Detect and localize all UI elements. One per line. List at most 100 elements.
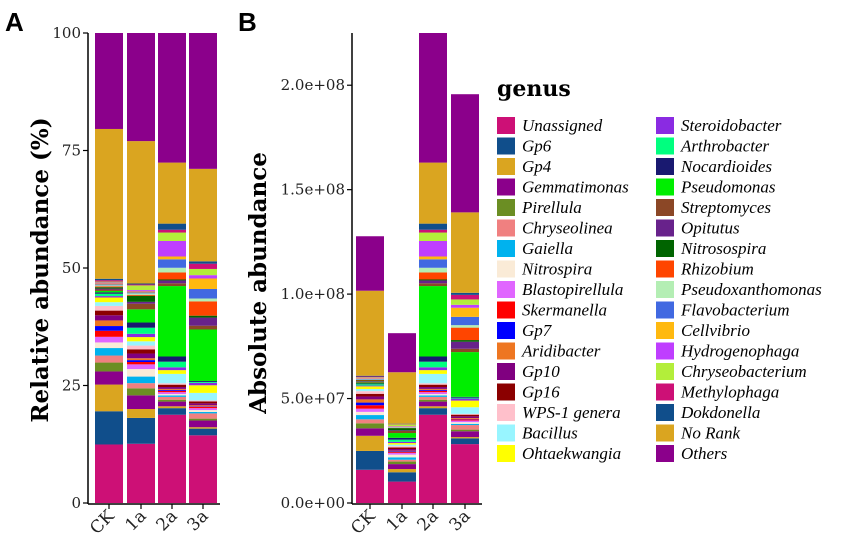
legend-swatch [656,301,674,319]
legend-label: Chryseobacterium [681,362,807,381]
legend-item-flavobacterium: Flavobacterium [656,301,790,320]
bar-segment-gp7-2a [419,389,447,391]
legend-swatch [497,404,515,421]
legend-swatch [656,445,674,462]
bar-segment-nocardioides-ck [95,292,123,294]
legend-item-gp6: Gp6 [497,137,552,156]
bar-segment-streptomyces-1a [127,303,155,310]
bar-segment-arthrobacter-3a [451,397,479,399]
bar-segment-gp4-1a [388,469,416,473]
bar-segment-rhizobium-2a [419,272,447,280]
bar-segment-methylophaga-2a [419,229,447,233]
legend-label: Methylophaga [680,383,779,402]
bar-segment-nocardioides-2a [158,356,186,362]
bar-segment-gemmatimonas-3a [189,420,217,428]
bar-segment-cellvibrio-3a [189,278,217,289]
bar-segment-gp4-ck [95,384,123,412]
bar-segment-gp16-2a [158,384,186,388]
bar-segment-gemmatimonas-2a [158,401,186,407]
bar-segment-skermanella-1a [388,452,416,453]
bar-segment-chryseobacterium-ck [356,377,384,378]
bar-segment-unassigned-3a [189,435,217,503]
bar-segment-skermanella-2a [419,390,447,393]
bar-segment-nitrospira-1a [127,369,155,377]
legend-swatch [497,445,515,462]
legend-item-unassigned: Unassigned [497,116,603,135]
legend-item-others: Others [656,444,728,463]
bar-segment-chryseolinea-1a [127,383,155,389]
legend-item-rhizobium: Rhizobium [656,260,754,279]
bar-segment-rhizobium-1a [127,294,155,296]
bar-segment-pseudoxanthomonas-ck [95,285,123,287]
bar-segment-gp10-ck [95,315,123,321]
bar-segment-nitrosospira-1a [127,295,155,302]
x-tick-label: 1a [122,506,151,535]
bar-segment-aridibacter-ck [95,320,123,327]
legend-label: WPS-1 genera [522,403,621,422]
bar-segment-pseudoxanthomonas-2a [158,267,186,273]
bar-segment-others-1a [388,333,416,373]
legend-swatch [656,404,674,421]
legend-label: Nitrospira [521,260,592,279]
bar-segment-nocardioides-1a [388,437,416,440]
bar-segment-gp6-2a [158,408,186,415]
bar-segment-rhizobium-2a [158,272,186,280]
bar-segment-gp4-1a [127,409,155,418]
bar-segment-pirellula-1a [127,388,155,396]
bar-segment-others-3a [189,33,217,169]
bar-segment-gp6-1a [127,417,155,444]
bar-segment-gp16-1a [388,447,416,449]
bar-segment-pseudomonas-ck [95,290,123,293]
y-tick-label: 25 [62,377,81,395]
bar-segment-nitrospira-1a [388,454,416,458]
bar-segment-pseudomonas-ck [356,382,384,384]
panel-label-a: A [5,7,24,37]
bar-segment-chryseobacterium-2a [419,232,447,242]
bar-segment-gp6-2a [419,408,447,415]
y-tick-label: 5.0e+07 [281,390,345,408]
bar-segment-wps-1-genera-1a [127,345,155,350]
legend-item-blastopirellula: Blastopirellula [497,280,623,299]
legend-item-pseudomonas: Pseudomonas [656,178,776,197]
bar-segment-hydrogenophaga-1a [388,426,416,427]
bar-segment-chryseobacterium-2a [158,232,186,242]
legend-label: Aridibacter [521,342,601,361]
bar-segment-hydrogenophaga-2a [158,241,186,257]
legend-swatch [497,117,515,134]
legend-item-nocardioides: Nocardioides [656,157,772,176]
bar-segment-pirellula-ck [356,423,384,429]
bar-segment-methylophaga-ck [95,280,123,282]
bar-segment-gaiella-ck [356,415,384,420]
bar-segment-flavobacterium-ck [356,378,384,380]
legend-item-cellvibrio: Cellvibrio [656,321,750,340]
bar-segment-opitutus-1a [127,301,155,304]
panel-a-plot: 0 25 50 75 100 CK 1a 2a 3a [52,24,220,539]
bar-segment-nitrosospira-ck [95,287,123,289]
legend-label: Gp7 [522,321,553,340]
legend-label: Streptomyces [681,198,771,217]
bar-segment-gp7-ck [356,402,384,406]
bar-segment-skermanella-3a [451,419,479,421]
bar-segment-nitrospira-ck [95,342,123,349]
bar-segment-gp4-3a [451,437,479,439]
bar-segment-ohtaekwangia-ck [356,386,384,390]
legend-swatch [497,219,515,237]
bar-segment-no-rank-2a [158,162,186,224]
legend-swatch [656,383,674,401]
bar-segment-cellvibrio-1a [127,291,155,293]
legend-swatch [497,342,515,360]
legend-item-chryseolinea: Chryseolinea [497,219,613,238]
legend-label: No Rank [680,424,740,443]
bar-segment-chryseolinea-ck [95,355,123,363]
bar-segment-arthrobacter-3a [189,381,217,383]
y-tick-label: 100 [52,24,81,42]
bar-segment-nitrospira-ck [356,411,384,416]
bar-segment-chryseolinea-3a [451,425,479,430]
bar-segment-wps-1-genera-2a [419,383,447,385]
bar-segment-gemmatimonas-1a [388,464,416,470]
bar-segment-unassigned-1a [127,443,155,503]
legend-item-aridibacter: Aridibacter [497,342,601,361]
panel-label-b: B [238,7,257,37]
bar-segment-gp16-3a [189,401,217,404]
